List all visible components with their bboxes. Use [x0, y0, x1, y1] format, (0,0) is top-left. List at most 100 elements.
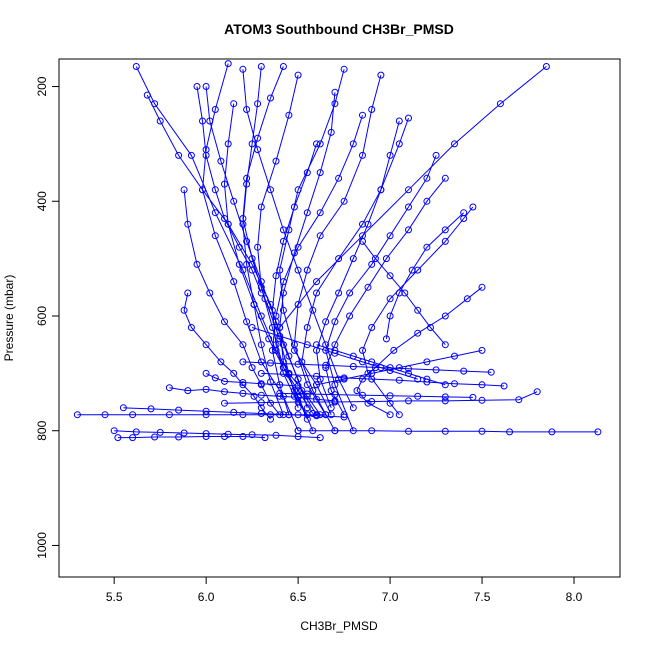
data-point [290, 203, 298, 211]
data-point [303, 209, 311, 217]
data-point [221, 433, 228, 440]
data-point [349, 140, 357, 148]
data-point [132, 428, 140, 436]
data-point [294, 243, 302, 251]
data-point [368, 324, 376, 331]
data-point [451, 140, 458, 148]
data-point [386, 392, 394, 400]
data-point [322, 411, 330, 419]
series-13 [353, 283, 486, 419]
series-line [242, 361, 492, 373]
data-point [303, 266, 311, 274]
data-point [221, 399, 228, 407]
data-point [254, 100, 262, 108]
data-point [368, 369, 376, 377]
series-line [183, 292, 271, 420]
series-14 [180, 289, 274, 423]
data-point [303, 381, 311, 389]
data-point [202, 385, 210, 393]
data-point [313, 278, 320, 286]
data-point [257, 312, 265, 320]
data-point [349, 255, 357, 263]
series-line [123, 407, 345, 418]
data-point [382, 335, 390, 343]
data-point [272, 157, 280, 165]
y-tick-label: 200 [35, 76, 49, 96]
data-point [267, 94, 274, 102]
data-point [267, 415, 274, 423]
data-point [129, 434, 137, 442]
series-39 [193, 83, 265, 297]
series-line [251, 327, 418, 380]
data-point [478, 381, 486, 389]
data-point [224, 140, 232, 148]
data-point [193, 83, 201, 90]
data-point [463, 295, 471, 303]
data-point [248, 266, 256, 274]
data-point [248, 324, 256, 331]
series-line [279, 92, 336, 420]
data-point [261, 434, 269, 442]
data-point [316, 169, 324, 177]
series-line [271, 143, 317, 415]
data-point [386, 272, 394, 280]
data-point [401, 289, 409, 297]
series-layer [73, 60, 602, 442]
data-point [267, 186, 274, 194]
data-point [184, 289, 192, 297]
data-point [211, 186, 219, 194]
data-point [368, 260, 376, 268]
data-point [268, 324, 276, 331]
data-point [316, 232, 324, 240]
data-point [265, 335, 273, 343]
data-point [294, 360, 302, 368]
data-point [313, 140, 320, 148]
data-point [515, 396, 523, 404]
data-point [224, 430, 232, 438]
data-point [331, 318, 339, 326]
data-point [395, 140, 403, 148]
data-point [294, 398, 302, 406]
data-point [335, 174, 343, 182]
data-point [427, 324, 434, 331]
data-point [414, 329, 422, 337]
data-point [303, 341, 311, 349]
data-point [294, 393, 302, 401]
data-point [496, 100, 504, 108]
series-line [325, 155, 437, 431]
data-point [187, 324, 195, 331]
data-point [143, 91, 151, 99]
data-point [382, 255, 390, 263]
data-point [175, 151, 183, 159]
data-point [364, 220, 372, 228]
data-point [224, 60, 232, 68]
data-point [257, 278, 265, 286]
data-point [303, 324, 311, 331]
data-point [322, 318, 330, 326]
data-point [441, 174, 449, 182]
data-point [285, 371, 293, 378]
data-point [405, 203, 412, 211]
data-point [230, 408, 238, 416]
data-point [250, 392, 258, 400]
data-point [175, 433, 183, 441]
data-point [359, 151, 366, 159]
series-line [301, 117, 409, 431]
data-point [276, 381, 284, 389]
data-point [250, 301, 258, 308]
data-point [359, 237, 366, 245]
data-point [267, 399, 274, 407]
data-point [487, 368, 495, 376]
series-line [362, 241, 446, 346]
data-point [268, 306, 276, 314]
data-point [386, 399, 394, 407]
series-12 [254, 71, 317, 435]
data-point [175, 406, 183, 414]
data-point [206, 117, 214, 125]
series-line [135, 66, 321, 415]
data-point [414, 392, 422, 400]
data-point [469, 393, 477, 401]
data-point [243, 180, 251, 188]
data-point [386, 232, 394, 240]
series-line [361, 206, 474, 416]
